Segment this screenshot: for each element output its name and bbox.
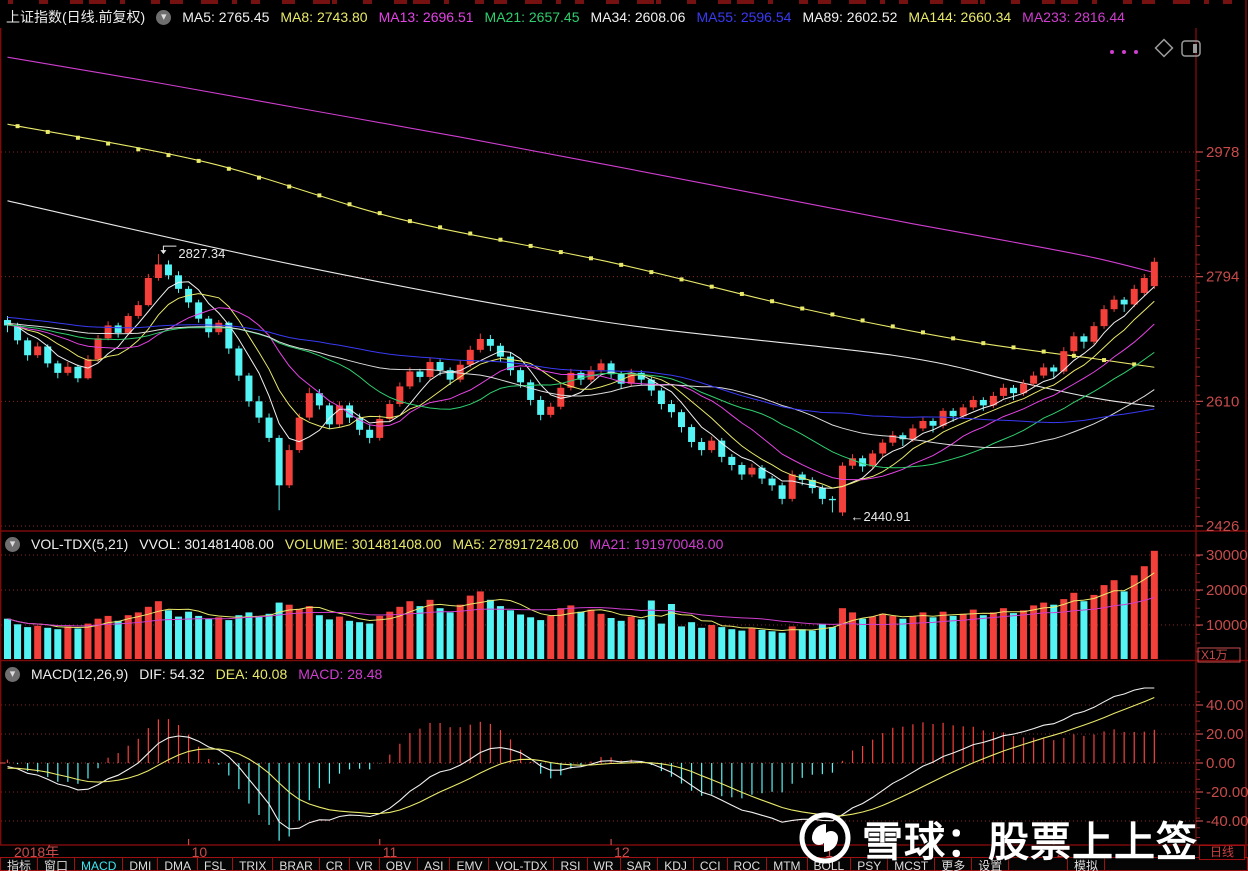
volume-header: ▾ VOL-TDX(5,21) VVOL: 301481408.00 VOLUME…: [5, 536, 723, 552]
simulate-button[interactable]: 模拟: [1067, 857, 1105, 871]
macd-header: ▾ MACD(12,26,9) DIF: 54.32 DEA: 40.08 MACD…: [5, 666, 382, 682]
legend-item: MA55: 2596.54: [696, 9, 792, 25]
watermark-text: 雪球：股票上上签: [862, 819, 1198, 865]
top-strip-remnant: [0, 0, 1248, 5]
legend-item: MA5: 278917248.00: [452, 536, 579, 552]
toolbar-item-brar[interactable]: BRAR: [273, 857, 320, 871]
legend-item: MA5: 2765.45: [182, 9, 270, 25]
axis-labels: 2978 2794 2610 2426 30000 20000 10000 40.00 20.0…: [1197, 144, 1248, 830]
pane-corner-icons: [1100, 36, 1210, 65]
toolbar-item-wr[interactable]: WR: [587, 857, 621, 871]
svg-text:40.00: 40.00: [1206, 697, 1244, 714]
axis-ticks: [0, 151, 1203, 838]
svg-text:2827.34: 2827.34: [178, 246, 225, 261]
svg-text:←2440.91: ←2440.91: [850, 509, 910, 524]
toolbar-item-dmi[interactable]: DMI: [123, 857, 159, 871]
symbol-title[interactable]: 上证指数(日线.前复权): [6, 9, 146, 25]
frame-icon[interactable]: [1181, 40, 1201, 57]
svg-text:11: 11: [383, 844, 398, 860]
legend-item: MA8: 2743.80: [280, 9, 368, 25]
legend-item: DIF: 54.32: [139, 666, 205, 682]
toolbar-item-kdj[interactable]: KDJ: [658, 857, 694, 871]
macd-histogram: [6, 719, 1155, 841]
date-axis: 2018年 10 11 12 1 2: [14, 839, 1065, 860]
toolbar-item-窗口[interactable]: 窗口: [38, 857, 76, 871]
diamond-icon[interactable]: [1154, 38, 1174, 58]
volume-indicator-name[interactable]: VOL-TDX(5,21): [31, 536, 129, 552]
legend-item: DEA: 40.08: [215, 666, 288, 682]
svg-text:2978: 2978: [1206, 144, 1239, 161]
toolbar-item-roc[interactable]: ROC: [727, 857, 768, 871]
toolbar-item-mcst[interactable]: MCST: [888, 857, 936, 871]
short-ma-lines: [7, 281, 1155, 489]
toolbar-item-asi[interactable]: ASI: [418, 857, 451, 871]
macd-legend: DIF: 54.32 DEA: 40.08 MACD: 28.48: [139, 666, 382, 682]
period-button[interactable]: 日线: [1199, 845, 1245, 860]
svg-text:10000: 10000: [1206, 617, 1248, 634]
svg-text:X1万: X1万: [1201, 648, 1228, 662]
volume-legend: VVOL: 301481408.00 VOLUME: 301481408.00 MA…: [139, 536, 723, 552]
svg-text:30000: 30000: [1206, 547, 1248, 564]
long-ma-lines: [7, 56, 1155, 407]
legend-item: MA233: 2816.44: [1022, 9, 1125, 25]
overflow-dots-icon: [1110, 50, 1114, 54]
toolbar-item-vol-tdx[interactable]: VOL-TDX: [489, 857, 555, 871]
svg-text:2794: 2794: [1206, 269, 1239, 286]
macd-indicator-name[interactable]: MACD(12,26,9): [31, 666, 129, 682]
svg-text:1: 1: [825, 844, 833, 860]
legend-item: MACD: 28.48: [298, 666, 383, 682]
price-annotations: 2827.34 ←2440.91: [160, 245, 910, 524]
chevron-down-icon[interactable]: ▾: [5, 666, 20, 682]
toolbar-item-cr[interactable]: CR: [319, 857, 351, 871]
svg-text:10: 10: [192, 844, 208, 860]
toolbar-item-vr[interactable]: VR: [350, 857, 380, 871]
toolbar-item-更多[interactable]: 更多: [935, 857, 973, 871]
xueqiu-logo-icon: [799, 812, 851, 864]
chevron-down-icon[interactable]: ▾: [5, 536, 20, 552]
legend-item: MA144: 2660.34: [908, 9, 1012, 25]
svg-text:-20.00: -20.00: [1206, 784, 1248, 801]
legend-item: MA21: 191970048.00: [589, 536, 724, 552]
toolbar-item-macd[interactable]: MACD: [75, 857, 124, 871]
svg-text:0.00: 0.00: [1206, 755, 1235, 772]
svg-text:-40.00: -40.00: [1206, 813, 1248, 830]
volume-bars-layer: [4, 550, 1158, 659]
toolbar-item-cci[interactable]: CCI: [693, 857, 728, 871]
svg-text:2018年: 2018年: [14, 844, 59, 860]
toolbar-item-指标[interactable]: 指标: [0, 857, 39, 871]
svg-text:20.00: 20.00: [1206, 726, 1244, 743]
legend-item: MA13: 2696.51: [378, 9, 474, 25]
svg-text:2: 2: [1057, 844, 1065, 860]
svg-text:12: 12: [614, 844, 630, 860]
toolbar-item-rsi[interactable]: RSI: [554, 857, 588, 871]
toolbar-item-fsl[interactable]: FSL: [198, 857, 234, 871]
macd-lines: [7, 687, 1155, 830]
svg-text:2610: 2610: [1206, 393, 1239, 410]
toolbar-item-emv[interactable]: EMV: [450, 857, 490, 871]
main-chart-header: 上证指数(日线.前复权) ▾ MA5: 2765.45 MA8: 2743.80 M…: [6, 7, 1125, 27]
toolbar-item-dma[interactable]: DMA: [158, 857, 199, 871]
candles-layer: [4, 254, 1158, 516]
legend-item: VVOL: 301481408.00: [139, 536, 274, 552]
volume-ma-lines: [7, 572, 1155, 632]
svg-text:2426: 2426: [1206, 518, 1239, 535]
legend-item: VOLUME: 301481408.00: [284, 536, 442, 552]
legend-item: MA21: 2657.45: [484, 9, 580, 25]
ma-legend: MA5: 2765.45 MA8: 2743.80 MA13: 2696.51 MA2…: [182, 9, 1125, 25]
toolbar-item-sar[interactable]: SAR: [620, 857, 659, 871]
toolbar-item-obv[interactable]: OBV: [379, 857, 419, 871]
toolbar-item-trix[interactable]: TRIX: [233, 857, 274, 871]
legend-item: MA89: 2602.52: [802, 9, 898, 25]
watermark: 雪球：股票上上签: [798, 808, 1198, 868]
legend-item: MA34: 2608.06: [590, 9, 686, 25]
toolbar-item-设置[interactable]: 设置: [972, 857, 1010, 871]
chevron-down-icon[interactable]: ▾: [156, 9, 172, 25]
svg-text:20000: 20000: [1206, 582, 1248, 599]
